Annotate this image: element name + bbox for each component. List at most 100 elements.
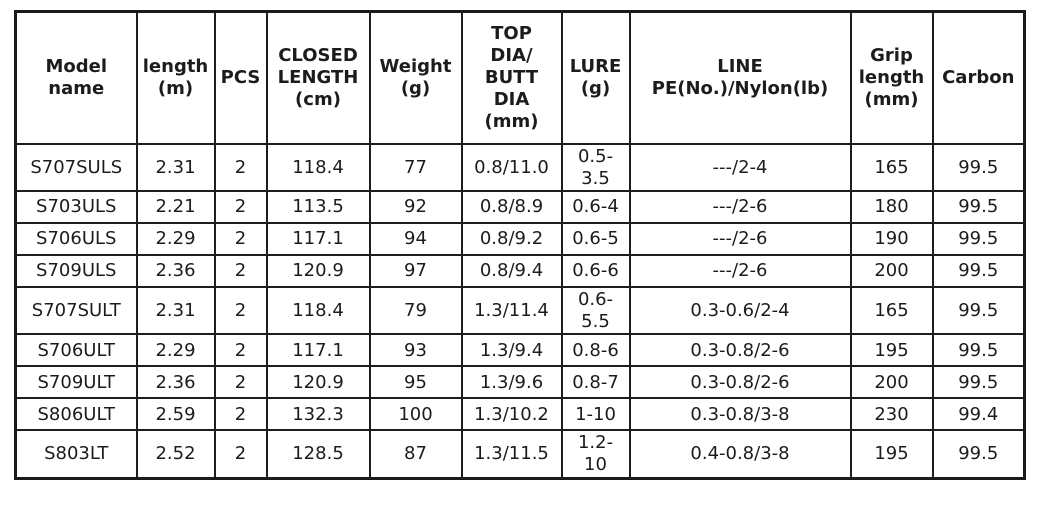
cell-line: 0.3-0.8/2-6 xyxy=(628,365,852,400)
table-row: S806ULT 2.59 2 132.3 100 1.3/10.2 1-10 0… xyxy=(14,397,1026,432)
column-header-grip-length: Grip length (mm) xyxy=(849,10,934,145)
cell-length: 2.36 xyxy=(135,254,216,289)
cell-grip-length: 165 xyxy=(849,142,934,193)
cell-weight: 87 xyxy=(368,429,463,480)
cell-length: 2.29 xyxy=(135,333,216,368)
cell-lure: 0.6- 5.5 xyxy=(560,286,631,336)
column-header-top-butt-dia: TOP DIA/ BUTT DIA (mm) xyxy=(460,10,563,145)
column-header-line: LINE PE(No.)/Nylon(lb) xyxy=(628,10,852,145)
cell-pcs: 2 xyxy=(213,286,268,336)
cell-top-butt-dia: 0.8/11.0 xyxy=(460,142,563,193)
header-row: Model name length (m) PCS CLOSED LENGTH … xyxy=(14,10,1026,145)
cell-carbon: 99.5 xyxy=(931,190,1026,225)
cell-closed-length: 118.4 xyxy=(265,142,371,193)
column-header-length: length (m) xyxy=(135,10,216,145)
cell-closed-length: 118.4 xyxy=(265,286,371,336)
cell-lure: 0.6-6 xyxy=(560,254,631,289)
cell-top-butt-dia: 1.3/11.5 xyxy=(460,429,563,480)
cell-grip-length: 200 xyxy=(849,365,934,400)
cell-lure: 0.6-5 xyxy=(560,222,631,257)
cell-line: ---/2-6 xyxy=(628,222,852,257)
cell-closed-length: 117.1 xyxy=(265,333,371,368)
cell-lure: 0.5- 3.5 xyxy=(560,142,631,193)
cell-model-name: S707SULT xyxy=(14,286,138,336)
cell-line: ---/2-6 xyxy=(628,190,852,225)
column-header-closed-length: CLOSED LENGTH (cm) xyxy=(265,10,371,145)
cell-top-butt-dia: 0.8/9.4 xyxy=(460,254,563,289)
table-row: S707SULS 2.31 2 118.4 77 0.8/11.0 0.5- 3… xyxy=(14,142,1026,193)
table-row: S706ULS 2.29 2 117.1 94 0.8/9.2 0.6-5 --… xyxy=(14,222,1026,257)
cell-grip-length: 230 xyxy=(849,397,934,432)
cell-model-name: S706ULS xyxy=(14,222,138,257)
cell-pcs: 2 xyxy=(213,254,268,289)
cell-top-butt-dia: 1.3/9.6 xyxy=(460,365,563,400)
cell-pcs: 2 xyxy=(213,397,268,432)
cell-weight: 92 xyxy=(368,190,463,225)
cell-weight: 95 xyxy=(368,365,463,400)
column-header-carbon: Carbon xyxy=(931,10,1026,145)
cell-weight: 100 xyxy=(368,397,463,432)
cell-pcs: 2 xyxy=(213,142,268,193)
table-row: S709ULT 2.36 2 120.9 95 1.3/9.6 0.8-7 0.… xyxy=(14,365,1026,400)
cell-line: 0.3-0.8/3-8 xyxy=(628,397,852,432)
cell-length: 2.52 xyxy=(135,429,216,480)
cell-length: 2.59 xyxy=(135,397,216,432)
cell-carbon: 99.4 xyxy=(931,397,1026,432)
cell-line: 0.3-0.6/2-4 xyxy=(628,286,852,336)
cell-line: 0.4-0.8/3-8 xyxy=(628,429,852,480)
column-header-lure: LURE (g) xyxy=(560,10,631,145)
cell-length: 2.21 xyxy=(135,190,216,225)
cell-closed-length: 128.5 xyxy=(265,429,371,480)
cell-model-name: S706ULT xyxy=(14,333,138,368)
cell-length: 2.36 xyxy=(135,365,216,400)
column-header-pcs: PCS xyxy=(213,10,268,145)
cell-weight: 97 xyxy=(368,254,463,289)
cell-pcs: 2 xyxy=(213,429,268,480)
cell-closed-length: 120.9 xyxy=(265,254,371,289)
table-row: S707SULT 2.31 2 118.4 79 1.3/11.4 0.6- 5… xyxy=(14,286,1026,336)
cell-closed-length: 117.1 xyxy=(265,222,371,257)
cell-length: 2.29 xyxy=(135,222,216,257)
cell-model-name: S806ULT xyxy=(14,397,138,432)
cell-model-name: S709ULS xyxy=(14,254,138,289)
cell-pcs: 2 xyxy=(213,222,268,257)
cell-weight: 94 xyxy=(368,222,463,257)
cell-closed-length: 120.9 xyxy=(265,365,371,400)
cell-pcs: 2 xyxy=(213,333,268,368)
cell-grip-length: 200 xyxy=(849,254,934,289)
cell-weight: 79 xyxy=(368,286,463,336)
cell-carbon: 99.5 xyxy=(931,333,1026,368)
cell-line: 0.3-0.8/2-6 xyxy=(628,333,852,368)
cell-line: ---/2-4 xyxy=(628,142,852,193)
cell-weight: 93 xyxy=(368,333,463,368)
cell-carbon: 99.5 xyxy=(931,365,1026,400)
cell-pcs: 2 xyxy=(213,190,268,225)
cell-top-butt-dia: 1.3/11.4 xyxy=(460,286,563,336)
cell-carbon: 99.5 xyxy=(931,254,1026,289)
cell-length: 2.31 xyxy=(135,286,216,336)
cell-length: 2.31 xyxy=(135,142,216,193)
table-row: S803LT 2.52 2 128.5 87 1.3/11.5 1.2- 10 … xyxy=(14,429,1026,480)
cell-lure: 0.8-6 xyxy=(560,333,631,368)
cell-line: ---/2-6 xyxy=(628,254,852,289)
cell-top-butt-dia: 0.8/8.9 xyxy=(460,190,563,225)
column-header-model-name: Model name xyxy=(14,10,138,145)
table-row: S706ULT 2.29 2 117.1 93 1.3/9.4 0.8-6 0.… xyxy=(14,333,1026,368)
cell-lure: 1-10 xyxy=(560,397,631,432)
cell-grip-length: 195 xyxy=(849,429,934,480)
cell-grip-length: 195 xyxy=(849,333,934,368)
table-row: S709ULS 2.36 2 120.9 97 0.8/9.4 0.6-6 --… xyxy=(14,254,1026,289)
cell-lure: 1.2- 10 xyxy=(560,429,631,480)
table-row: S703ULS 2.21 2 113.5 92 0.8/8.9 0.6-4 --… xyxy=(14,190,1026,225)
cell-model-name: S709ULT xyxy=(14,365,138,400)
cell-carbon: 99.5 xyxy=(931,222,1026,257)
cell-carbon: 99.5 xyxy=(931,142,1026,193)
cell-model-name: S803LT xyxy=(14,429,138,480)
cell-top-butt-dia: 1.3/9.4 xyxy=(460,333,563,368)
cell-lure: 0.8-7 xyxy=(560,365,631,400)
cell-grip-length: 165 xyxy=(849,286,934,336)
cell-closed-length: 132.3 xyxy=(265,397,371,432)
cell-pcs: 2 xyxy=(213,365,268,400)
cell-top-butt-dia: 1.3/10.2 xyxy=(460,397,563,432)
